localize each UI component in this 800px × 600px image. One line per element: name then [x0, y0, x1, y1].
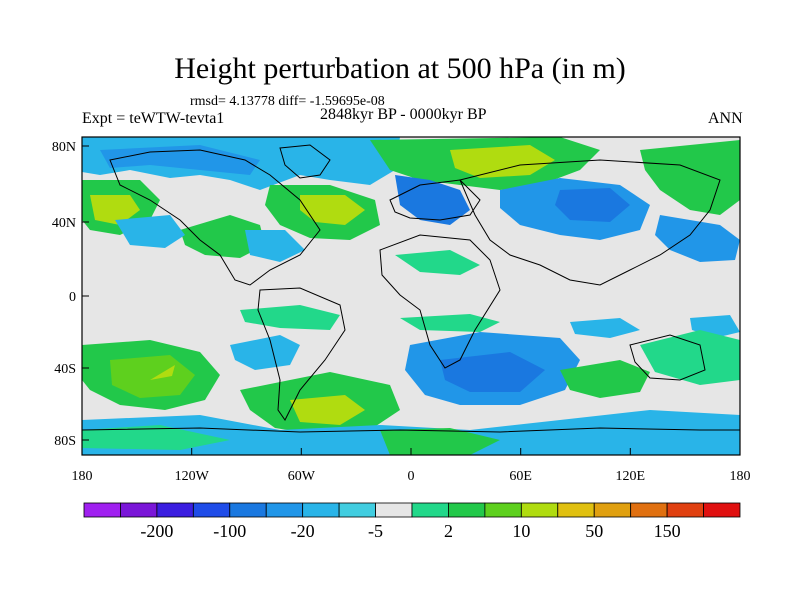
south-pacific-yellow-arrow	[150, 365, 175, 380]
colorbar-label: -200	[140, 521, 173, 541]
rmsd-diff-stats: rmsd= 4.13778 diff= -1.59695e-08	[190, 94, 385, 109]
colorbar-swatch	[156, 502, 194, 518]
lat-tick-label-80s: 80S	[54, 434, 76, 449]
antarctica-coastline	[82, 427, 740, 433]
latitude-ticks: 80N 40N 0 40S 80S	[52, 140, 89, 449]
colorbar-swatch	[120, 502, 158, 518]
south-ocean-green-region	[560, 360, 650, 398]
colorbar-swatch	[593, 502, 632, 518]
colorbar-label: 50	[585, 521, 603, 541]
south-indian-darkblue-center	[440, 352, 545, 392]
lon-tick-label-180e: 180	[730, 469, 751, 484]
lon-tick-label-60w: 60W	[288, 469, 316, 484]
colorbar-swatch	[83, 502, 121, 518]
lon-tick-label-120w: 120W	[175, 469, 210, 484]
colorbar-swatch	[229, 502, 267, 518]
lat-tick-label-40n: 40N	[52, 216, 76, 231]
lat-tick-label-40s: 40S	[54, 362, 76, 377]
west-pacific-blue-region	[655, 215, 740, 262]
africa-coastline	[379, 234, 501, 369]
south-america-coastline	[257, 287, 346, 421]
colorbar-label: -5	[368, 521, 383, 541]
north-america-coastline	[109, 149, 321, 286]
indian-cyan-patch	[570, 318, 640, 338]
colorbar-swatch	[338, 502, 376, 518]
colorbar-swatch	[375, 502, 413, 518]
lat-tick-label-80n: 80N	[52, 140, 76, 155]
colorbar-swatch	[666, 502, 704, 518]
colorbar-label: -100	[213, 521, 246, 541]
europe-coastline	[389, 179, 481, 221]
lon-tick-label-120e: 120E	[616, 469, 646, 484]
lat-tick-label-0: 0	[69, 290, 76, 305]
pacific-cyan-region	[115, 215, 185, 248]
lon-tick-label-180w: 180	[72, 469, 93, 484]
tropical-atlantic-teal-band	[240, 305, 340, 330]
canada-green-region	[180, 215, 265, 258]
lon-tick-label-60e: 60E	[509, 469, 532, 484]
period-label: 2848kyr BP - 0000kyr BP	[320, 106, 487, 123]
south-america-cyan-region	[230, 335, 300, 370]
colorbar-swatch	[484, 502, 522, 518]
colorbar-label: -20	[291, 521, 315, 541]
colorbar-swatch	[192, 502, 231, 518]
map-plot-area	[82, 137, 740, 455]
longitude-ticks: 180 120W 60W 0 60E 120E 180	[72, 448, 751, 484]
coastlines	[82, 144, 740, 433]
colorbar-label: 10	[512, 521, 530, 541]
colorbar-swatch	[557, 502, 595, 518]
colorbar-swatch	[630, 502, 668, 518]
europe-blue-region	[395, 175, 470, 225]
colorbar-swatch	[411, 502, 449, 518]
north-pacific-yellow-center	[90, 195, 140, 225]
us-cyan-region	[245, 230, 305, 262]
season-label: ANN	[708, 110, 743, 127]
north-america-yellow-center	[300, 195, 365, 225]
colorbar: -200 -100 -20 -5 2 10 50 150	[83, 502, 741, 541]
colorbar-swatch	[520, 502, 559, 518]
colorbar-swatch	[302, 502, 340, 518]
south-atlantic-yellow-center	[290, 395, 365, 425]
lon-tick-label-0: 0	[408, 469, 415, 484]
colorbar-label: 2	[444, 521, 453, 541]
map-title: Height perturbation at 500 hPa (in m)	[174, 52, 626, 85]
greenland-coastline	[279, 144, 331, 179]
australia-coastline	[629, 334, 706, 381]
colorbar-swatch	[703, 502, 741, 518]
north-atlantic-yellow-center	[450, 145, 555, 178]
antarctic-teal-west	[82, 425, 230, 450]
colorbar-label: 150	[654, 521, 681, 541]
asia-darkblue-center	[555, 188, 630, 222]
colorbar-swatch	[448, 502, 486, 518]
asia-coastline	[459, 159, 721, 286]
experiment-label: Expt = teWTW-tevta1	[82, 110, 225, 127]
colorbar-swatch	[265, 502, 304, 518]
south-pacific-teal-region	[640, 330, 740, 385]
arctic-blue-region	[100, 145, 260, 175]
sahara-teal-region	[395, 250, 480, 275]
antarctic-green-patch	[380, 428, 500, 455]
